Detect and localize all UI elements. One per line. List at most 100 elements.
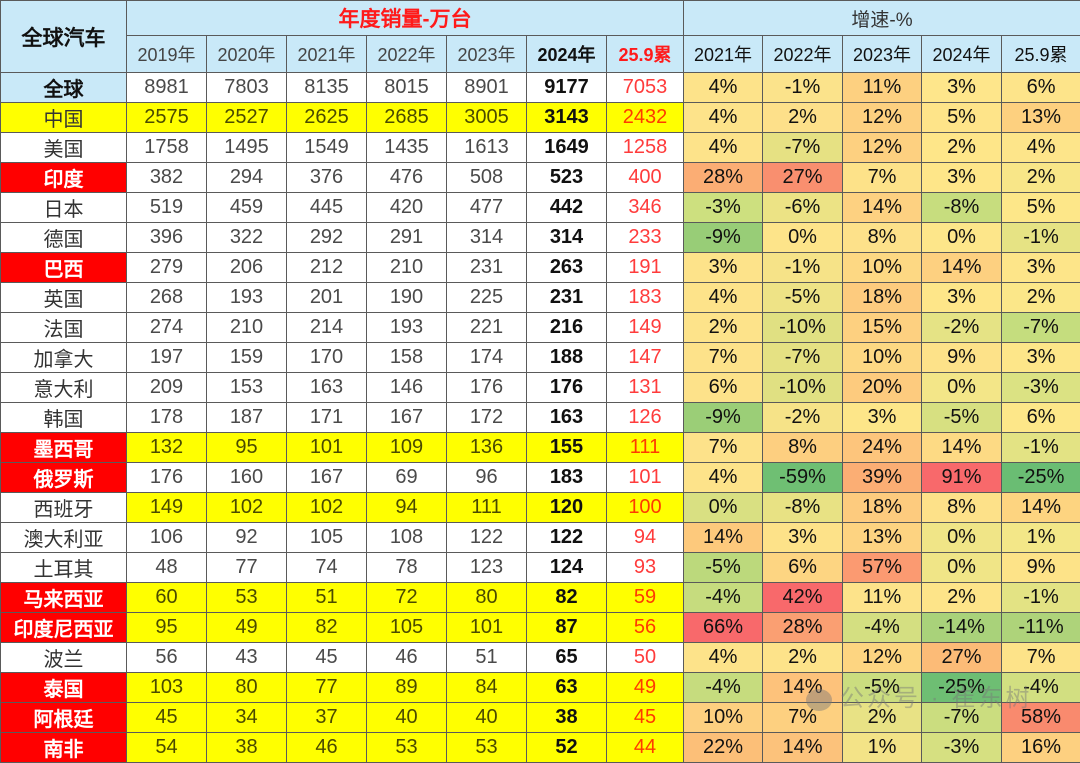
- column-header-sales-4: 2023年: [447, 36, 527, 73]
- group-header-growth: 增速-%: [684, 1, 1080, 36]
- sales-cell: 163: [287, 373, 367, 403]
- sales-cell: 56: [607, 613, 684, 643]
- column-header-sales-5: 2024年: [527, 36, 607, 73]
- sales-cell: 40: [447, 703, 527, 733]
- sales-cell: 49: [607, 673, 684, 703]
- sales-cell: 376: [287, 163, 367, 193]
- sales-cell: 159: [207, 343, 287, 373]
- growth-cell: 6%: [1002, 403, 1080, 433]
- growth-cell: 13%: [843, 523, 922, 553]
- column-header-growth-1: 2022年: [763, 36, 843, 73]
- sales-cell: 263: [527, 253, 607, 283]
- growth-cell: 0%: [922, 373, 1002, 403]
- sales-cell: 53: [207, 583, 287, 613]
- sales-cell: 210: [367, 253, 447, 283]
- sales-cell: 126: [607, 403, 684, 433]
- sales-cell: 420: [367, 193, 447, 223]
- sales-cell: 268: [127, 283, 207, 313]
- sales-cell: 96: [447, 463, 527, 493]
- sales-cell: 105: [287, 523, 367, 553]
- growth-cell: -2%: [922, 313, 1002, 343]
- growth-cell: -9%: [684, 403, 763, 433]
- sales-cell: 63: [527, 673, 607, 703]
- growth-cell: 27%: [922, 643, 1002, 673]
- growth-cell: 14%: [763, 673, 843, 703]
- sales-cell: 108: [367, 523, 447, 553]
- country-cell: 印度尼西亚: [1, 613, 127, 643]
- growth-cell: 58%: [1002, 703, 1080, 733]
- growth-cell: 2%: [922, 133, 1002, 163]
- sales-cell: 163: [527, 403, 607, 433]
- sales-cell: 122: [527, 523, 607, 553]
- sales-cell: 59: [607, 583, 684, 613]
- sales-cell: 1258: [607, 133, 684, 163]
- growth-cell: 2%: [843, 703, 922, 733]
- growth-cell: 14%: [763, 733, 843, 763]
- growth-cell: 4%: [684, 283, 763, 313]
- sales-cell: 74: [287, 553, 367, 583]
- country-cell: 俄罗斯: [1, 463, 127, 493]
- growth-cell: -7%: [1002, 313, 1080, 343]
- sales-cell: 77: [207, 553, 287, 583]
- growth-cell: 14%: [684, 523, 763, 553]
- growth-cell: 14%: [1002, 493, 1080, 523]
- sales-cell: 95: [207, 433, 287, 463]
- country-cell: 英国: [1, 283, 127, 313]
- growth-cell: 12%: [843, 643, 922, 673]
- growth-cell: 3%: [843, 403, 922, 433]
- growth-cell: 15%: [843, 313, 922, 343]
- country-cell: 泰国: [1, 673, 127, 703]
- growth-cell: 2%: [684, 313, 763, 343]
- sales-cell: 131: [607, 373, 684, 403]
- growth-cell: 8%: [763, 433, 843, 463]
- sales-cell: 1435: [367, 133, 447, 163]
- sales-cell: 221: [447, 313, 527, 343]
- country-cell: 日本: [1, 193, 127, 223]
- growth-cell: 24%: [843, 433, 922, 463]
- sales-cell: 92: [207, 523, 287, 553]
- sales-cell: 188: [527, 343, 607, 373]
- sales-cell: 111: [447, 493, 527, 523]
- sales-cell: 37: [287, 703, 367, 733]
- sales-cell: 43: [207, 643, 287, 673]
- sales-cell: 46: [287, 733, 367, 763]
- sales-cell: 191: [607, 253, 684, 283]
- sales-cell: 274: [127, 313, 207, 343]
- growth-cell: 18%: [843, 283, 922, 313]
- sales-cell: 44: [607, 733, 684, 763]
- sales-cell: 171: [287, 403, 367, 433]
- sales-cell: 382: [127, 163, 207, 193]
- sales-cell: 38: [207, 733, 287, 763]
- growth-cell: 13%: [1002, 103, 1080, 133]
- sales-cell: 476: [367, 163, 447, 193]
- sales-cell: 106: [127, 523, 207, 553]
- sales-cell: 400: [607, 163, 684, 193]
- sales-cell: 45: [127, 703, 207, 733]
- sales-cell: 206: [207, 253, 287, 283]
- column-header-growth-3: 2024年: [922, 36, 1002, 73]
- sales-cell: 167: [367, 403, 447, 433]
- growth-cell: 14%: [922, 433, 1002, 463]
- sales-cell: 8015: [367, 73, 447, 103]
- sales-cell: 149: [607, 313, 684, 343]
- sales-cell: 233: [607, 223, 684, 253]
- country-cell: 印度: [1, 163, 127, 193]
- sales-cell: 519: [127, 193, 207, 223]
- sales-cell: 216: [527, 313, 607, 343]
- sales-cell: 523: [527, 163, 607, 193]
- sales-cell: 160: [207, 463, 287, 493]
- column-header-sales-1: 2020年: [207, 36, 287, 73]
- sales-cell: 2625: [287, 103, 367, 133]
- sales-cell: 45: [287, 643, 367, 673]
- growth-cell: 57%: [843, 553, 922, 583]
- country-cell: 韩国: [1, 403, 127, 433]
- growth-cell: 20%: [843, 373, 922, 403]
- country-cell: 法国: [1, 313, 127, 343]
